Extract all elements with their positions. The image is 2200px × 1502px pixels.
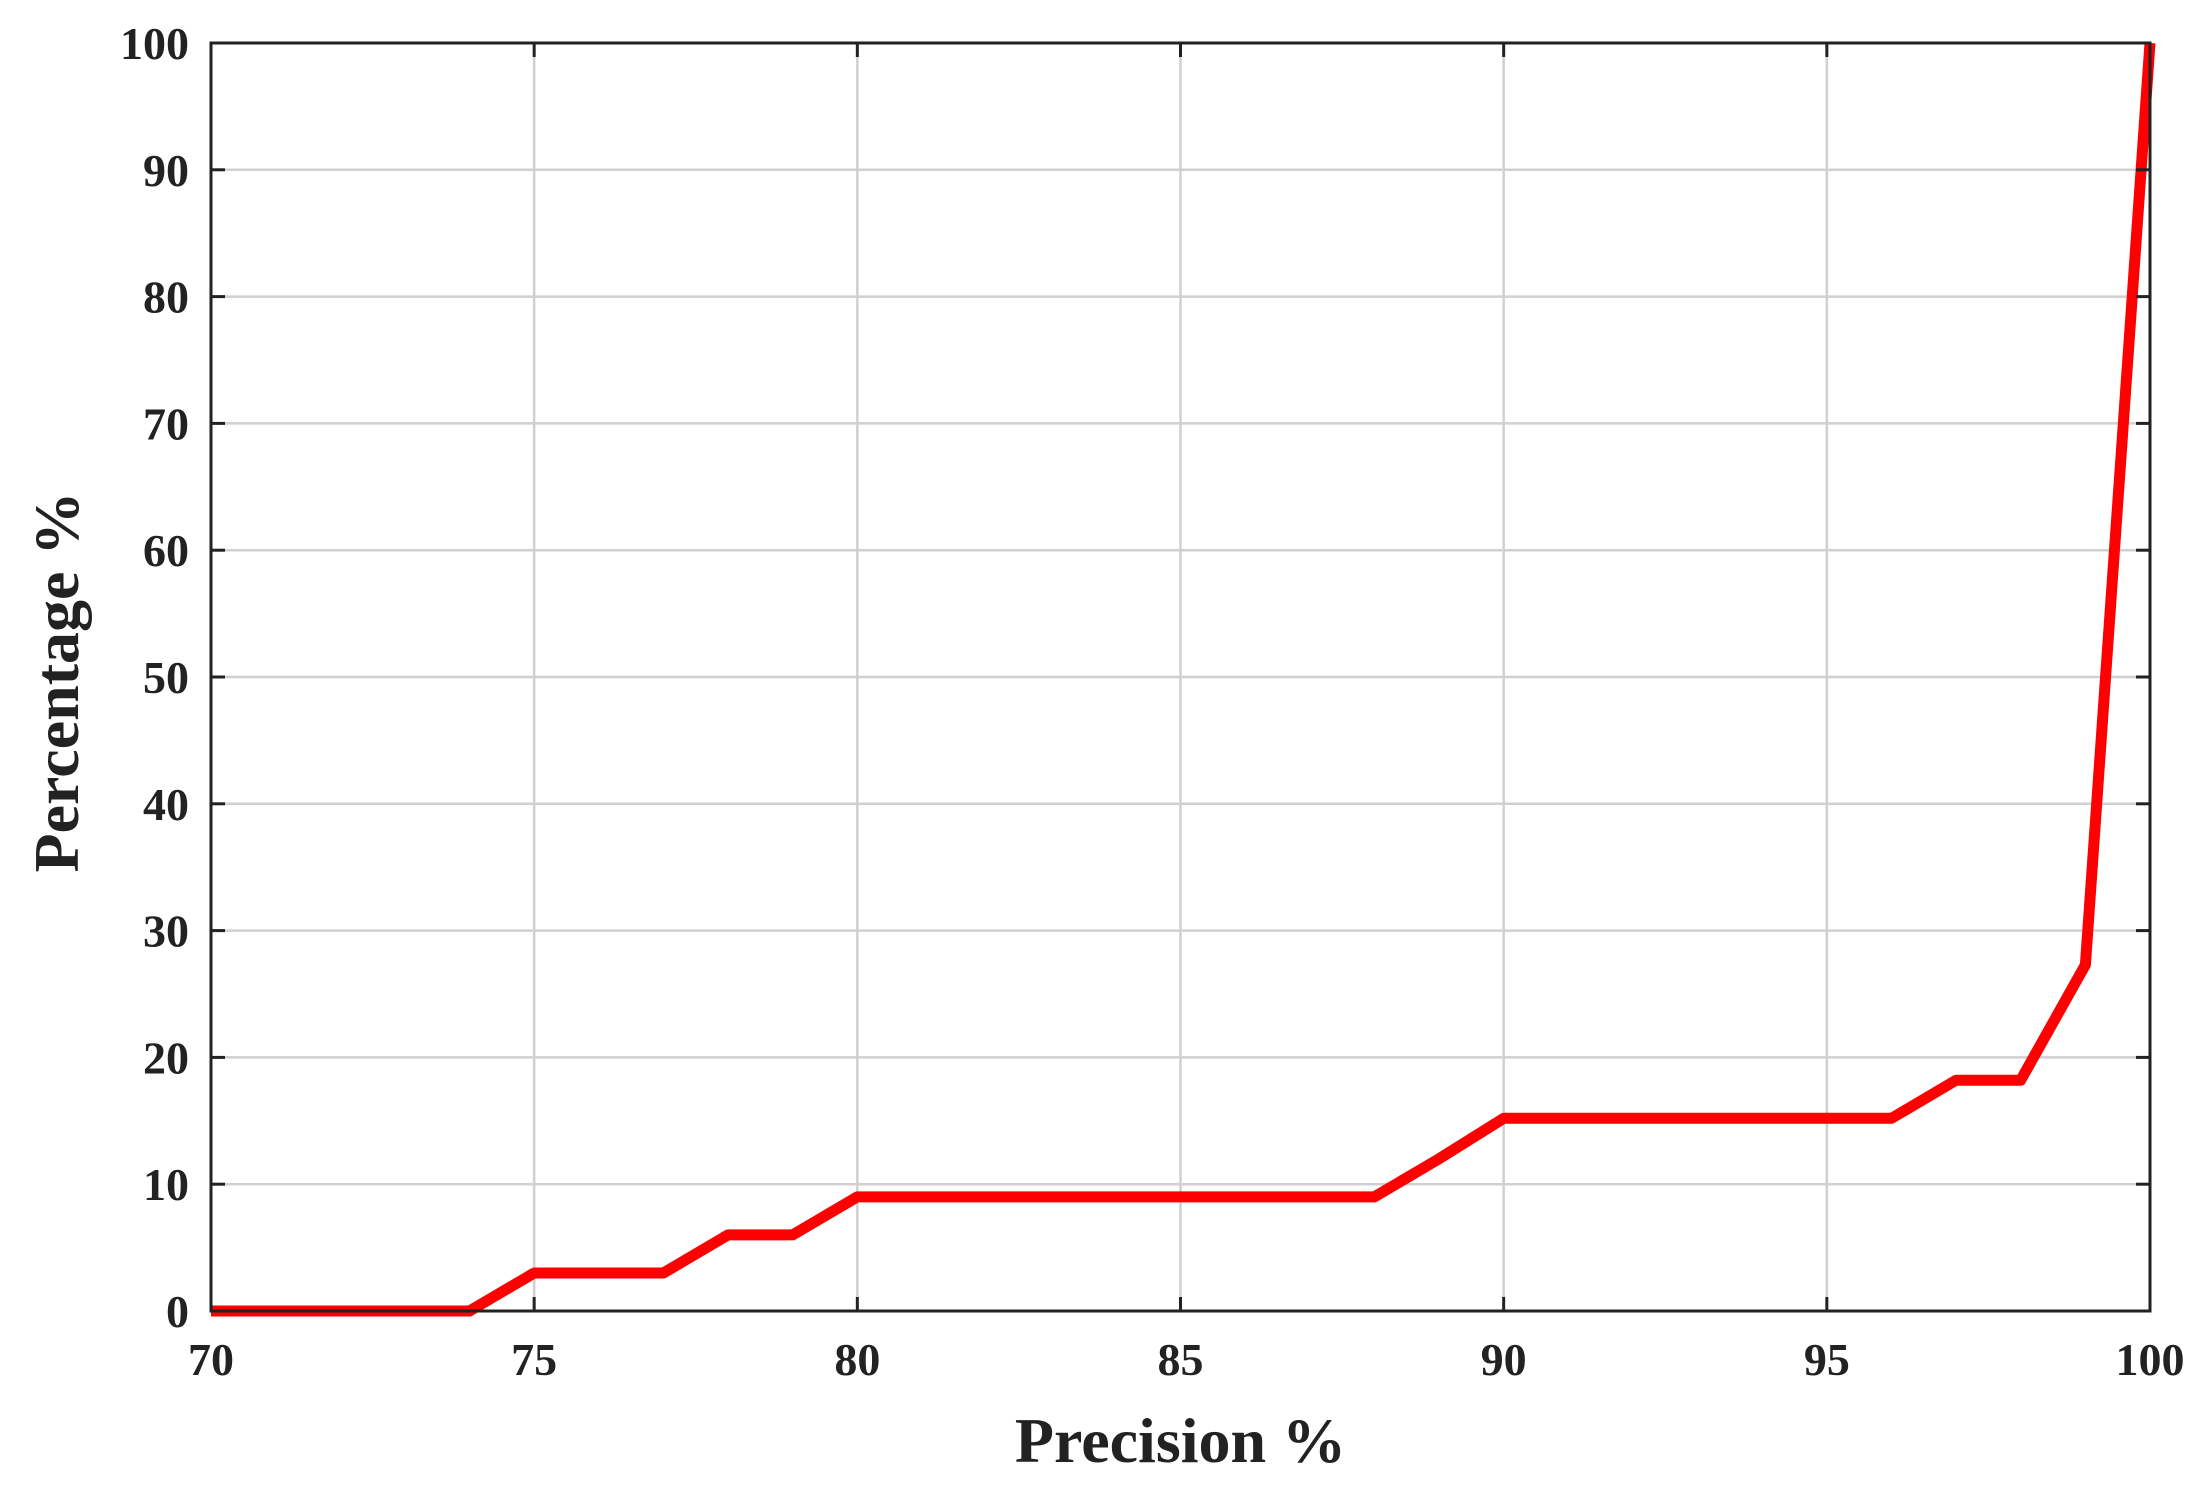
x-tick-label: 95 bbox=[1804, 1334, 1850, 1385]
y-tick-label: 100 bbox=[120, 18, 189, 69]
y-tick-label: 80 bbox=[143, 272, 189, 323]
y-tick-label: 20 bbox=[143, 1032, 189, 1083]
y-tick-label: 0 bbox=[166, 1286, 189, 1337]
x-tick-label: 100 bbox=[2116, 1334, 2185, 1385]
y-tick-label: 70 bbox=[143, 398, 189, 449]
grid bbox=[211, 43, 2150, 1311]
y-tick-label: 10 bbox=[143, 1159, 189, 1210]
y-tick-label: 90 bbox=[143, 145, 189, 196]
x-tick-label: 85 bbox=[1158, 1334, 1204, 1385]
x-axis-tick-labels: 70 75 80 85 90 95 100 bbox=[188, 1334, 2185, 1385]
x-axis-title: Precision % bbox=[1015, 1405, 1346, 1476]
y-tick-label: 50 bbox=[143, 652, 189, 703]
x-tick-label: 70 bbox=[188, 1334, 234, 1385]
x-tick-label: 80 bbox=[834, 1334, 880, 1385]
x-tick-label: 90 bbox=[1481, 1334, 1527, 1385]
y-axis-tick-labels: 0 10 20 30 40 50 60 70 80 90 100 bbox=[120, 18, 189, 1337]
y-tick-label: 60 bbox=[143, 525, 189, 576]
series-line bbox=[211, 42, 2156, 1317]
y-tick-label: 30 bbox=[143, 906, 189, 957]
tick-marks bbox=[209, 41, 2152, 1313]
series-layer bbox=[211, 42, 2156, 1317]
y-tick-label: 40 bbox=[143, 779, 189, 830]
y-axis-title: Percentage % bbox=[21, 492, 92, 873]
x-tick-label: 75 bbox=[511, 1334, 557, 1385]
